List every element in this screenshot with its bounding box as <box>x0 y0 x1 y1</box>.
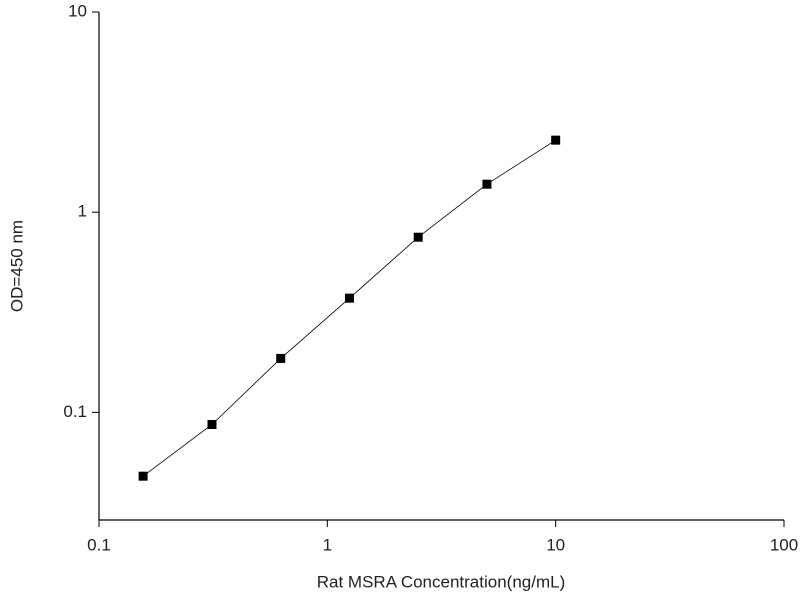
series-line <box>142 139 556 477</box>
marker <box>344 293 354 303</box>
marker <box>551 135 561 145</box>
x-tick-label: 0.1 <box>87 535 111 554</box>
marker <box>207 419 217 429</box>
y-tick-label: 1 <box>78 202 87 221</box>
y-axis-label: OD=450 nm <box>7 220 26 312</box>
y-tick-label: 10 <box>68 1 87 20</box>
x-axis-label: Rat MSRA Concentration(ng/mL) <box>317 572 566 591</box>
x-tick-label: 100 <box>770 535 798 554</box>
x-tick-label: 1 <box>323 535 332 554</box>
marker <box>413 232 423 242</box>
x-tick-label: 10 <box>546 535 565 554</box>
y-tick-label: 0.1 <box>63 402 87 421</box>
marker <box>276 353 286 363</box>
marker <box>482 179 492 189</box>
marker <box>138 471 148 481</box>
